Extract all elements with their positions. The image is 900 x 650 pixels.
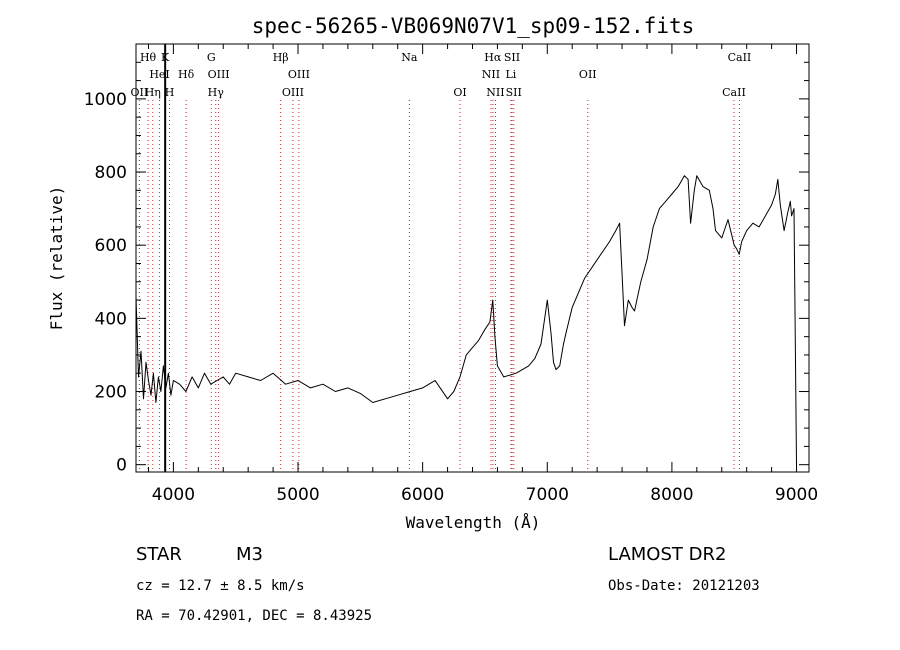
spectral-line-label: Hα <box>484 51 502 64</box>
y-tick-label: 600 <box>95 236 127 256</box>
x-tick-label: 6000 <box>401 485 444 505</box>
y-tick-label: 800 <box>95 163 127 183</box>
x-tick-labels: 4000 5000 6000 7000 8000 9000 <box>152 485 818 505</box>
y-tick-label: 0 <box>116 456 127 476</box>
y-tick-label: 400 <box>95 309 127 329</box>
spectral-line-label: Hθ <box>140 51 157 64</box>
chart-title: spec-56265-VB069N07V1_sp09-152.fits <box>252 14 695 38</box>
spectral-line-label: OI <box>453 86 466 99</box>
spectral-line-label: CaII <box>722 86 746 99</box>
x-tick-label: 8000 <box>650 485 693 505</box>
spectral-line-label: NII <box>482 68 500 81</box>
spectral-line-label: Hγ <box>208 86 225 99</box>
spectral-line-label: Hβ <box>273 51 289 64</box>
spectral-line-label: CaII <box>728 51 752 64</box>
x-tick-label: 7000 <box>526 485 569 505</box>
spectral-line-label: Hδ <box>178 68 195 81</box>
coordinates: RA = 70.42901, DEC = 8.43925 <box>136 608 372 624</box>
plot-frame <box>135 43 810 473</box>
spectral-line-label: Hη <box>145 86 161 99</box>
object-subclass: M3 <box>236 544 263 565</box>
spectral-line-label: H <box>165 86 175 99</box>
axes-ticks <box>136 44 809 472</box>
object-type: STAR <box>136 544 182 565</box>
x-tick-label: 5000 <box>276 485 319 505</box>
redshift-info: cz = 12.7 ± 8.5 km/s <box>136 578 305 594</box>
y-axis-label: Flux (relative) <box>47 186 66 331</box>
y-tick-label: 200 <box>95 383 127 403</box>
spectral-line-label: OIII <box>288 68 310 81</box>
spectral-line-label: Na <box>401 51 418 64</box>
spectral-line-label: OII <box>579 68 597 81</box>
spectral-line-label: SII <box>504 51 520 64</box>
spectral-line-label: OII <box>131 86 149 99</box>
x-tick-label: 9000 <box>775 485 818 505</box>
spectral-line-label: G <box>207 51 216 64</box>
spectral-line-label: Li <box>505 68 516 81</box>
survey-name: LAMOST DR2 <box>608 544 726 565</box>
x-axis-label: Wavelength (Å) <box>406 513 541 532</box>
observation-date: Obs-Date: 20121203 <box>608 578 760 594</box>
spectral-lines-layer: HθKHeIHδOIIHηHGOIIIHγHβOIIIOIIINaOIHαSII… <box>131 44 752 472</box>
spectral-line-label: HeI <box>149 68 169 81</box>
y-tick-label: 1000 <box>84 90 127 110</box>
spectral-line-label: NII <box>486 86 504 99</box>
y-tick-labels: 0 200 400 600 800 1000 <box>84 90 127 476</box>
spectral-line-label: OIII <box>282 86 304 99</box>
spectrum-line <box>135 175 797 465</box>
spectral-line-label: SII <box>506 86 522 99</box>
series-layer <box>135 175 797 465</box>
spectral-line-label: OIII <box>208 68 230 81</box>
x-tick-label: 4000 <box>152 485 195 505</box>
